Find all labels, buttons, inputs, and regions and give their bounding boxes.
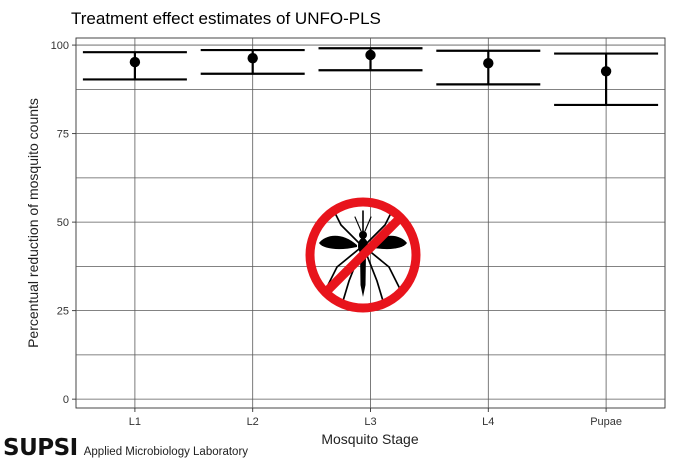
- estimate-point: [247, 52, 258, 64]
- estimate-point: [600, 66, 612, 77]
- series-estimates: [82, 47, 659, 107]
- x-axis-title: Mosquito Stage: [321, 431, 418, 447]
- prohibition-slash: [322, 214, 404, 296]
- y-tick-label: 0: [63, 394, 69, 406]
- x-tick-label: L2: [247, 416, 259, 428]
- data-point-l3: [318, 47, 423, 72]
- y-tick-label: 75: [57, 129, 69, 141]
- x-gridlines: [134, 38, 607, 408]
- y-tick-label: 50: [57, 217, 69, 229]
- x-tick-label: L1: [129, 416, 141, 428]
- y-tick-label: 100: [51, 40, 69, 52]
- x-tick-labels: L1 L2 L3 L4 Pupae: [129, 408, 622, 428]
- y-axis-title: Percentual reduction of mosquito counts: [25, 98, 41, 348]
- y-tick-label: 25: [57, 306, 69, 318]
- estimate-point: [483, 57, 494, 69]
- data-point-l2: [200, 48, 305, 75]
- estimate-point: [129, 56, 141, 68]
- data-point-pupae: [554, 52, 659, 107]
- x-tick-label: L4: [482, 416, 494, 428]
- y-tick-labels: 0 25 50 75 100: [51, 40, 76, 406]
- prohibition-ring: [305, 197, 421, 313]
- chart-title: Treatment effect estimates of UNFO-PLS: [71, 9, 381, 28]
- no-mosquito-icon: [305, 197, 421, 313]
- lab-branding: SUPSI Applied Microbiology Laboratory: [3, 436, 248, 460]
- estimate-point: [365, 49, 376, 61]
- plot-area: [75, 37, 666, 409]
- data-point-l1: [82, 51, 187, 81]
- x-tick-label: L3: [364, 416, 376, 428]
- supsi-logo: SUPSI: [3, 435, 78, 461]
- data-point-l4: [436, 49, 541, 86]
- x-tick-label: Pupae: [590, 416, 622, 428]
- lab-name: Applied Microbiology Laboratory: [83, 446, 249, 458]
